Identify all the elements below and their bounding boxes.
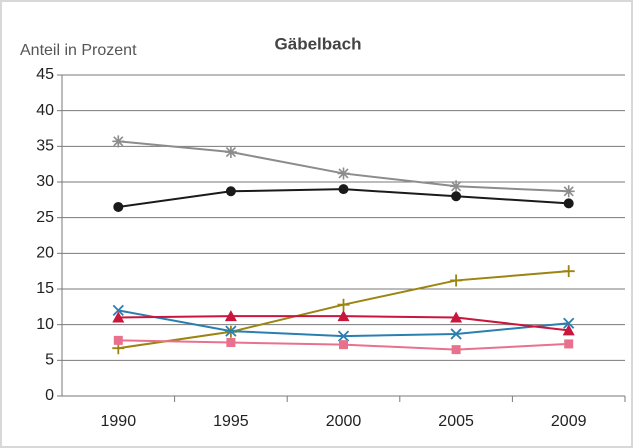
marker — [451, 191, 462, 202]
marker — [450, 311, 463, 323]
y-tick-label: 40 — [36, 102, 54, 119]
marker — [112, 304, 124, 317]
x-tick-label: 2000 — [326, 413, 362, 430]
marker — [225, 186, 236, 197]
y-tick-label: 35 — [36, 138, 54, 155]
x-tick-label: 2005 — [438, 413, 474, 430]
marker — [337, 330, 350, 342]
marker — [451, 345, 461, 355]
marker — [112, 311, 125, 323]
y-tick-label: 0 — [45, 387, 54, 404]
marker — [113, 201, 124, 212]
y-tick-label: 15 — [36, 280, 54, 297]
marker — [225, 325, 237, 337]
x-tick-label: 1990 — [101, 413, 137, 430]
y-axis-label: Anteil in Prozent — [20, 42, 137, 59]
y-tick-label: 5 — [45, 352, 54, 369]
marker — [337, 310, 350, 322]
marker — [337, 298, 350, 311]
marker — [562, 265, 575, 278]
y-tick-label: 25 — [36, 209, 54, 226]
marker — [562, 324, 575, 336]
marker — [450, 180, 463, 193]
marker — [562, 185, 575, 198]
marker — [224, 310, 237, 322]
y-tick-label: 10 — [36, 316, 54, 333]
y-tick-label: 30 — [36, 173, 54, 190]
marker — [338, 184, 349, 195]
marker — [224, 146, 237, 159]
marker — [337, 167, 350, 180]
marker — [113, 335, 123, 345]
marker — [450, 274, 463, 287]
marker — [563, 317, 575, 329]
chart-title: Gäbelbach — [275, 34, 362, 53]
marker — [563, 198, 574, 209]
y-tick-label: 45 — [36, 66, 54, 83]
marker — [564, 339, 574, 349]
y-tick-label: 20 — [36, 245, 54, 262]
x-tick-label: 2009 — [551, 413, 587, 430]
x-tick-label: 1995 — [213, 413, 249, 430]
marker — [450, 328, 462, 340]
marker — [112, 135, 125, 148]
marker — [339, 340, 348, 350]
marker — [226, 338, 236, 347]
